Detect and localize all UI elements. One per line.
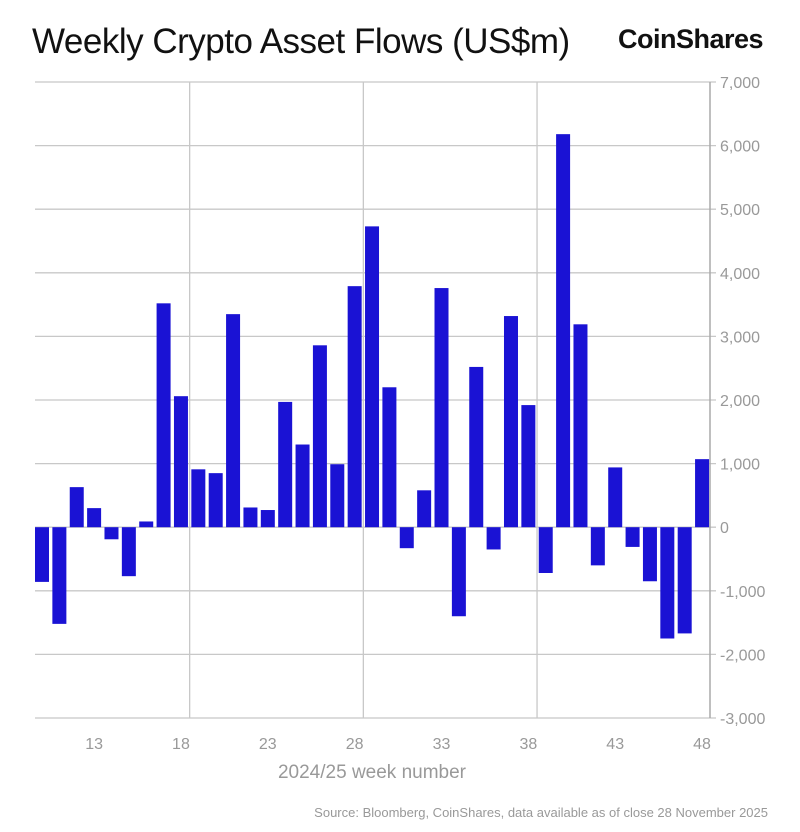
x-tick-label: 18 (172, 736, 190, 753)
bar-week-12 (69, 487, 84, 528)
bar-week-38 (521, 405, 536, 528)
bar-week-25 (295, 444, 310, 528)
x-tick-label: 38 (519, 736, 537, 753)
x-tick-label: 33 (433, 736, 451, 753)
bar-week-22 (243, 507, 258, 528)
bar-week-48 (695, 459, 710, 528)
y-tick-label: 3,000 (720, 329, 760, 346)
bar-week-18 (173, 396, 188, 528)
bar-week-17 (156, 303, 171, 528)
bar-week-33 (434, 288, 449, 528)
bar-week-11 (52, 527, 67, 624)
bar-week-45 (642, 527, 657, 582)
y-tick-label: 1,000 (720, 457, 760, 474)
bar-week-43 (608, 467, 623, 528)
bar-week-36 (486, 527, 501, 550)
source-note: Source: Bloomberg, CoinShares, data avai… (314, 805, 768, 820)
x-tick-label: 48 (693, 736, 711, 753)
coinshares-logo: CoinShares (618, 24, 764, 54)
y-tick-label: -2,000 (720, 647, 765, 664)
bar-week-39 (538, 527, 553, 573)
x-tick-label: 13 (85, 736, 103, 753)
bar-week-31 (399, 527, 414, 549)
bar-week-15 (121, 527, 136, 577)
bar-week-37 (503, 316, 518, 528)
bar-week-23 (260, 510, 275, 528)
x-tick-label: 23 (259, 736, 277, 753)
x-tick-label: 28 (346, 736, 364, 753)
bar-week-29 (365, 226, 380, 528)
chart-title: Weekly Crypto Asset Flows (US$m) (32, 22, 570, 61)
bar-week-21 (226, 314, 241, 528)
bar-week-27 (330, 464, 345, 528)
bar-week-34 (451, 527, 466, 617)
bar-week-19 (191, 469, 206, 528)
bar-week-10 (35, 527, 49, 582)
bar-week-13 (87, 508, 102, 528)
y-tick-label: 2,000 (720, 393, 760, 410)
bar-week-32 (417, 490, 432, 528)
bar-week-46 (660, 527, 675, 639)
bar-week-44 (625, 527, 640, 547)
y-tick-label: 6,000 (720, 139, 760, 156)
bar-week-41 (573, 324, 588, 528)
bar-week-24 (278, 401, 293, 528)
bar-week-40 (556, 134, 571, 528)
y-tick-label: 5,000 (720, 202, 760, 219)
bar-week-35 (469, 366, 484, 528)
bar-week-42 (590, 527, 605, 566)
x-axis-label: 2024/25 week number (278, 762, 467, 783)
bar-week-26 (312, 345, 327, 528)
bar-week-30 (382, 387, 397, 528)
bar-week-14 (104, 527, 119, 540)
y-tick-label: -1,000 (720, 584, 765, 601)
y-tick-label: -3,000 (720, 711, 765, 728)
y-tick-label: 0 (720, 520, 729, 537)
bar-week-20 (208, 473, 223, 528)
bar-week-47 (677, 527, 692, 634)
y-tick-label: 7,000 (720, 75, 760, 92)
x-tick-label: 43 (606, 736, 624, 753)
y-tick-label: 4,000 (720, 266, 760, 283)
bar-week-28 (347, 286, 362, 528)
bar-week-16 (139, 521, 154, 528)
